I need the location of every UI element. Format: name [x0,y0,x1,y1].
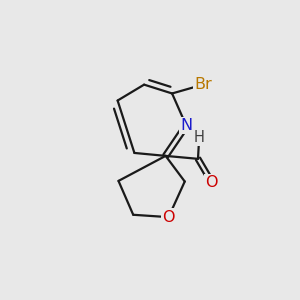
Text: O: O [206,175,218,190]
Text: Br: Br [194,77,212,92]
Text: N: N [180,118,192,133]
Text: H: H [194,130,205,145]
Text: O: O [162,210,175,225]
